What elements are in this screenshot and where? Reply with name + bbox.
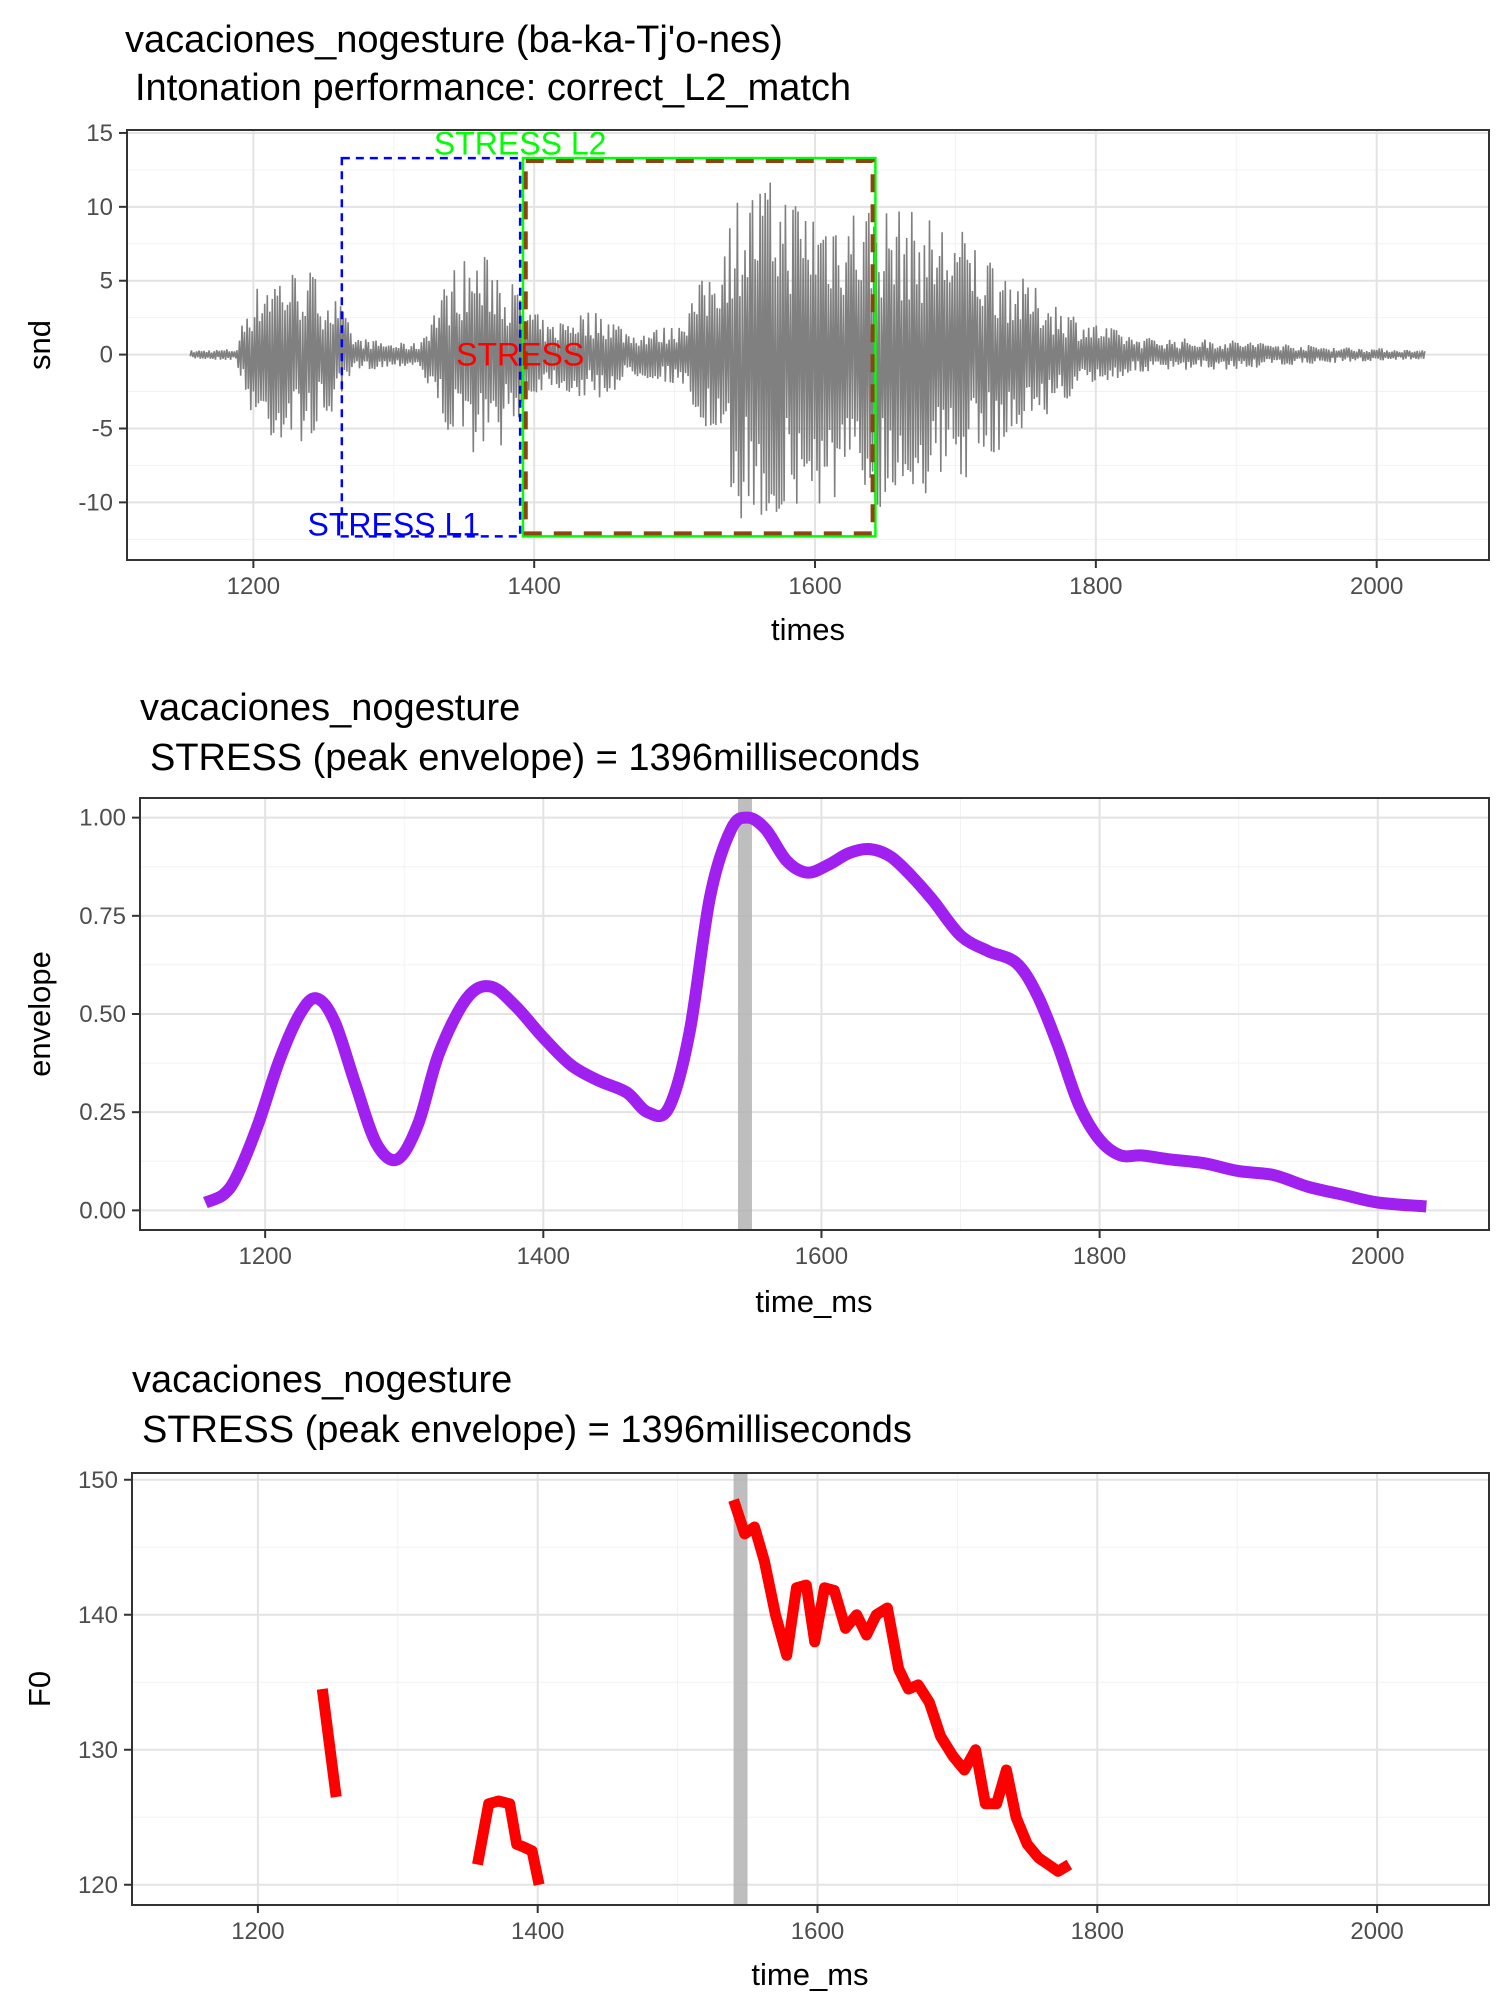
envelope-grid [140, 798, 1489, 1230]
x-tick-label: 1800 [1073, 1243, 1126, 1270]
x-tick-label: 1400 [511, 1918, 564, 1945]
waveform-line [189, 182, 1426, 519]
f0-panel-border [131, 1472, 1490, 1906]
y-tick-label: -5 [92, 415, 113, 442]
envelope-ylabel: envelope [22, 951, 57, 1077]
y-tick-label: 1.00 [79, 805, 126, 832]
waveform-subtitle: Intonation performance: correct_L2_match [135, 67, 851, 109]
y-tick-label: 0.50 [79, 1001, 126, 1028]
f0-segment [316, 1688, 342, 1798]
x-tick-label: 1400 [517, 1243, 570, 1270]
x-tick-label: 2000 [1350, 573, 1403, 600]
x-tick-label: 1200 [227, 573, 280, 600]
y-tick-label: 0.25 [79, 1099, 126, 1126]
y-tick-label: 10 [86, 194, 113, 221]
f0-ylabel: F0 [22, 1671, 57, 1707]
x-tick-label: 1600 [791, 1918, 844, 1945]
x-tick-label: 1600 [788, 573, 841, 600]
stress-box [340, 156, 522, 538]
waveform-plot [189, 182, 1426, 519]
stress-box [521, 156, 877, 538]
y-tick-label: 0 [100, 342, 113, 369]
waveform-panel-border [126, 129, 1490, 561]
waveform-ylabel: snd [22, 320, 57, 370]
stress-label: STRESS [456, 337, 584, 373]
x-tick-label: 1200 [238, 1243, 291, 1270]
waveform-ticks: 1200 1400 1600 1800 2000 -10 -5 0 5 10 15 [78, 120, 1403, 600]
f0-grid [132, 1473, 1489, 1905]
stress-label: STRESS L2 [434, 125, 607, 161]
panel-waveform: vacaciones_nogesture (ba-ka-Tj'o-nes) In… [22, 19, 1490, 647]
panel-envelope: vacaciones_nogesture STRESS (peak envelo… [22, 687, 1490, 1319]
f0-plot [316, 1473, 1073, 1905]
envelope-subtitle: STRESS (peak envelope) = 1396millisecond… [150, 737, 920, 779]
y-tick-label: 150 [78, 1467, 118, 1494]
waveform-annotations: STRESS L1 STRESS L2 STRESS [308, 125, 877, 543]
stress-label: STRESS L1 [308, 507, 481, 543]
f0-title: vacaciones_nogesture [132, 1359, 512, 1401]
f0-ticks: 1200 1400 1600 1800 2000 120 130 140 150 [78, 1467, 1404, 1945]
envelope-plot [202, 798, 1427, 1230]
x-tick-label: 1600 [795, 1243, 848, 1270]
envelope-title: vacaciones_nogesture [140, 687, 520, 729]
f0-subtitle: STRESS (peak envelope) = 1396millisecond… [142, 1409, 912, 1451]
y-tick-label: 5 [100, 268, 113, 295]
f0-segment [472, 1795, 545, 1886]
panel-f0: vacaciones_nogesture STRESS (peak envelo… [22, 1359, 1490, 1992]
f0-segment [728, 1498, 1073, 1877]
f0-xlabel: time_ms [751, 1957, 868, 1992]
y-tick-label: 15 [86, 120, 113, 147]
y-tick-label: 0.00 [79, 1197, 126, 1224]
waveform-xlabel: times [771, 612, 845, 647]
x-tick-label: 1800 [1069, 573, 1122, 600]
y-tick-label: 120 [78, 1872, 118, 1899]
envelope-ticks: 1200 1400 1600 1800 2000 0.00 0.25 0.50 0.75 1.00 [79, 805, 1404, 1270]
envelope-line [202, 811, 1427, 1213]
y-tick-label: -10 [78, 489, 113, 516]
x-tick-label: 1400 [508, 573, 561, 600]
envelope-xlabel: time_ms [755, 1284, 872, 1319]
waveform-title: vacaciones_nogesture (ba-ka-Tj'o-nes) [125, 19, 783, 61]
x-tick-label: 2000 [1350, 1918, 1403, 1945]
y-tick-label: 0.75 [79, 903, 126, 930]
y-tick-label: 130 [78, 1737, 118, 1764]
x-tick-label: 1800 [1071, 1918, 1124, 1945]
y-tick-label: 140 [78, 1602, 118, 1629]
x-tick-label: 1200 [231, 1918, 284, 1945]
x-tick-label: 2000 [1351, 1243, 1404, 1270]
